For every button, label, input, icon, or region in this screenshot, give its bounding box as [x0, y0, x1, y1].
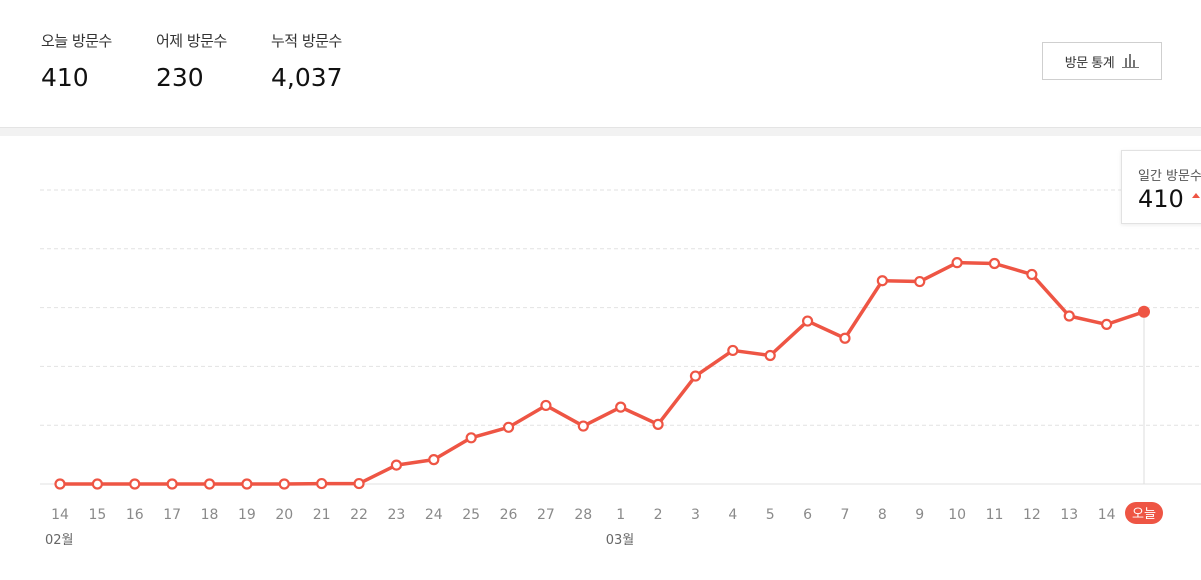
month-label: 03월	[606, 533, 635, 548]
x-tick-label: 6	[803, 507, 812, 523]
x-tick-label: 16	[126, 507, 144, 523]
data-point	[764, 349, 776, 362]
x-tick-label: 4	[728, 507, 737, 523]
data-point	[54, 478, 66, 490]
trend-up-icon	[1192, 193, 1200, 198]
data-point	[951, 257, 963, 269]
x-tick-label: 20	[275, 507, 293, 523]
x-tick-label: 13	[1060, 507, 1078, 523]
x-tick-label: 14	[51, 507, 69, 523]
data-point	[988, 257, 1001, 270]
data-point	[278, 478, 290, 490]
x-tick-label: 1	[616, 507, 625, 523]
month-label: 02월	[45, 533, 74, 548]
tooltip-label: 일간 방문수	[1138, 169, 1201, 184]
yesterday-visits-value: 230	[156, 63, 204, 92]
data-point	[914, 275, 926, 288]
x-tick-label: 25	[462, 507, 480, 523]
data-point-highlight	[1138, 305, 1150, 318]
visitor-summary: 오늘 방문수 410 어제 방문수 230 누적 방문수 4,037 방문 통계	[0, 0, 1201, 127]
data-point	[203, 478, 216, 490]
data-point	[129, 478, 141, 490]
x-tick-label: 23	[387, 507, 405, 523]
x-tick-label: 10	[948, 507, 966, 523]
data-point	[615, 401, 627, 413]
x-tick-label: 12	[1023, 507, 1041, 523]
section-divider	[0, 127, 1201, 136]
x-tick-label: 22	[350, 507, 368, 523]
data-point	[390, 459, 403, 471]
x-tick-label: 15	[88, 507, 106, 523]
yesterday-visits-label: 어제 방문수	[156, 32, 227, 50]
x-tick-label: 21	[313, 507, 331, 523]
visit-stats-button-label: 방문 통계	[1064, 55, 1115, 71]
x-tick-label: 2	[654, 507, 663, 523]
x-tick-label: 5	[766, 507, 775, 523]
total-visits-value: 4,037	[271, 63, 343, 92]
tooltip-value: 410	[1138, 185, 1184, 213]
x-tick-label: 14	[1098, 507, 1116, 523]
today-visits: 오늘 방문수 410	[41, 30, 112, 92]
x-tick-label: 8	[878, 507, 887, 523]
data-point	[502, 421, 515, 433]
data-point	[839, 332, 851, 344]
data-point	[166, 478, 178, 490]
data-point	[241, 478, 253, 490]
bar-chart-icon	[1122, 54, 1140, 68]
x-tick-label: 27	[537, 507, 555, 523]
x-tick-label-today: 오늘	[1132, 507, 1156, 522]
x-tick-label: 26	[500, 507, 518, 523]
data-point	[1063, 310, 1075, 322]
x-tick-label: 18	[201, 507, 219, 523]
series-line	[58, 260, 1146, 486]
x-tick-label: 28	[574, 507, 592, 523]
x-tick-label: 19	[238, 507, 256, 523]
x-tick-label: 3	[691, 507, 700, 523]
daily-visits-tooltip: 일간 방문수 410	[1121, 150, 1201, 224]
data-point	[540, 399, 552, 412]
data-point	[1026, 268, 1038, 281]
today-visits-label: 오늘 방문수	[41, 32, 112, 50]
data-point	[1101, 318, 1113, 330]
data-point	[577, 420, 589, 432]
daily-visits-line-chart: 14 15 16 17 18 19 20 21 22 23 24 25 26 27 28 1 2 3 4 5 6 7 8 9 1…	[40, 189, 1201, 548]
today-visits-value: 410	[41, 63, 89, 92]
total-visits-label: 누적 방문수	[271, 32, 342, 50]
yesterday-visits: 어제 방문수 230	[156, 30, 227, 92]
visit-stats-button[interactable]: 방문 통계	[1042, 42, 1162, 80]
data-point	[316, 477, 328, 490]
x-tick-label: 17	[163, 507, 181, 523]
data-point	[876, 275, 888, 287]
data-point	[801, 315, 814, 327]
data-point	[689, 370, 702, 382]
x-tick-label: 11	[986, 507, 1004, 523]
x-tick-label: 7	[841, 507, 850, 523]
data-point	[465, 432, 477, 444]
data-point	[353, 477, 365, 490]
x-tick-label: 24	[425, 507, 443, 523]
today-badge	[1125, 502, 1163, 524]
data-point	[652, 418, 664, 430]
data-point	[91, 478, 103, 490]
data-point	[428, 454, 440, 466]
x-tick-label: 9	[915, 507, 924, 523]
total-visits: 누적 방문수 4,037	[271, 30, 343, 92]
data-point	[727, 344, 739, 357]
